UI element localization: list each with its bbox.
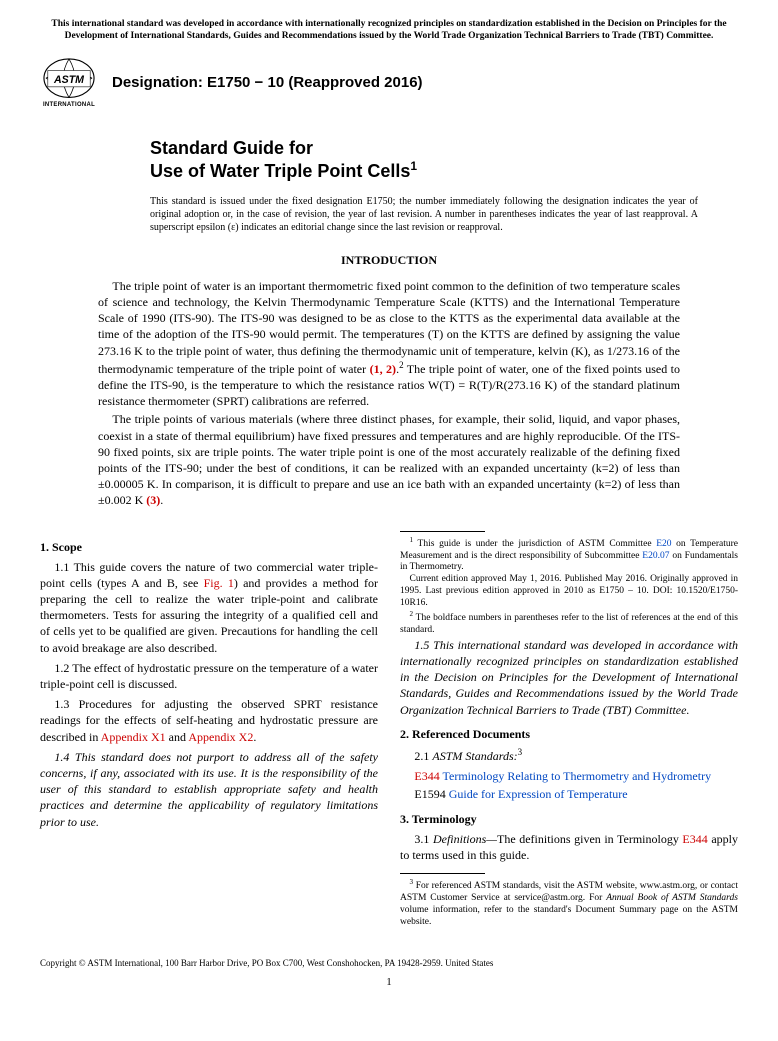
title-line1: Standard Guide for <box>150 138 313 158</box>
title-footnote-ref: 1 <box>410 159 417 173</box>
scope-1-4: 1.4 This standard does not purport to ad… <box>40 749 378 830</box>
reference-3[interactable]: (3) <box>146 493 160 507</box>
content-columns: 1. Scope 1.1 This guide covers the natur… <box>40 531 738 929</box>
e344-term-link[interactable]: E344 <box>682 832 707 846</box>
title-line2: Use of Water Triple Point Cells <box>150 161 410 181</box>
footnote-2: 2 The boldface numbers in parentheses re… <box>400 610 738 637</box>
footnote-1-edition: Current edition approved May 1, 2016. Pu… <box>400 574 738 610</box>
logo-subtext: INTERNATIONAL <box>43 102 95 108</box>
e344-title-link[interactable]: Terminology Relating to Thermometry and … <box>440 769 711 783</box>
subcommittee-e2007-link[interactable]: E20.07 <box>642 551 669 561</box>
e1594-title-link[interactable]: Guide for Expression of Temperature <box>449 787 628 801</box>
ref-e344: E344 Terminology Relating to Thermometry… <box>400 768 738 784</box>
terminology-heading: 3. Terminology <box>400 811 738 827</box>
appendix-x1-link[interactable]: Appendix X1 <box>101 730 166 744</box>
referenced-docs-heading: 2. Referenced Documents <box>400 726 738 742</box>
scope-1-1: 1.1 This guide covers the nature of two … <box>40 559 378 656</box>
header: ASTM INTERNATIONAL Designation: E1750 − … <box>40 57 738 109</box>
footnote-3: 3 For referenced ASTM standards, visit t… <box>400 878 738 929</box>
e344-link[interactable]: E344 <box>414 769 439 783</box>
introduction-body: The triple point of water is an importan… <box>98 278 680 509</box>
title-block: Standard Guide for Use of Water Triple P… <box>150 137 738 183</box>
page-number: 1 <box>40 975 738 990</box>
intro-para-2: The triple points of various materials (… <box>98 411 680 508</box>
refs-2-1: 2.1 ASTM Standards:3 <box>400 746 738 764</box>
committee-e20-link[interactable]: E20 <box>656 539 671 549</box>
footnote-rule-right <box>400 873 485 874</box>
scope-1-3: 1.3 Procedures for adjusting the observe… <box>40 696 378 745</box>
reference-1-2[interactable]: (1, 2) <box>370 362 396 376</box>
issuance-note: This standard is issued under the fixed … <box>150 195 698 234</box>
ref-e1594: E1594 Guide for Expression of Temperatur… <box>400 786 738 802</box>
page-title: Standard Guide for Use of Water Triple P… <box>150 137 738 183</box>
svg-text:ASTM: ASTM <box>53 74 84 86</box>
term-3-1: 3.1 Definitions—The definitions given in… <box>400 831 738 863</box>
fig-1-link[interactable]: Fig. 1 <box>204 576 234 590</box>
copyright-notice: Copyright © ASTM International, 100 Barr… <box>40 957 738 969</box>
scope-1-5: 1.5 This international standard was deve… <box>400 637 738 718</box>
scope-heading: 1. Scope <box>40 539 378 555</box>
footnote-1: 1 This guide is under the jurisdiction o… <box>400 536 738 575</box>
introduction-heading: INTRODUCTION <box>40 252 738 268</box>
appendix-x2-link[interactable]: Appendix X2 <box>188 730 253 744</box>
scope-1-2: 1.2 The effect of hydrostatic pressure o… <box>40 660 378 692</box>
footnote-rule-left <box>400 531 485 532</box>
astm-logo: ASTM INTERNATIONAL <box>40 57 98 109</box>
intro-para-1: The triple point of water is an importan… <box>98 278 680 410</box>
tbt-notice: This international standard was develope… <box>40 18 738 43</box>
designation: Designation: E1750 − 10 (Reapproved 2016… <box>112 73 423 93</box>
